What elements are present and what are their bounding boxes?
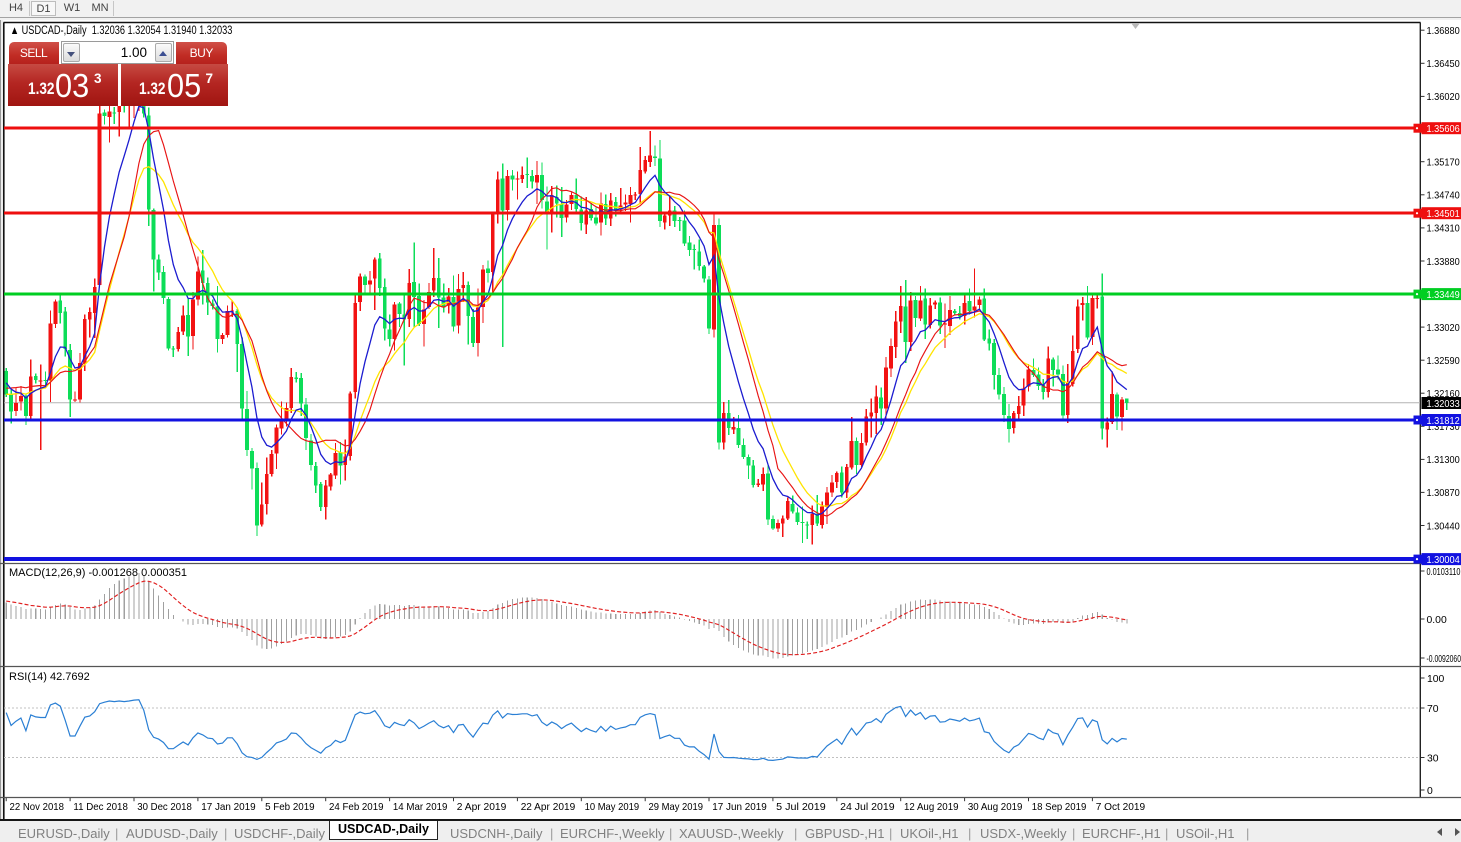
svg-text:10 May 2019: 10 May 2019 (585, 802, 640, 813)
svg-text:1.32033: 1.32033 (1427, 399, 1460, 410)
svg-text:1.36450: 1.36450 (1427, 59, 1460, 70)
svg-text:5 Jul 2019: 5 Jul 2019 (776, 802, 826, 813)
svg-text:1.32590: 1.32590 (1427, 356, 1460, 367)
svg-text:70: 70 (1427, 704, 1439, 715)
svg-text:22 Nov 2018: 22 Nov 2018 (10, 802, 65, 813)
svg-text:1.31812: 1.31812 (1427, 416, 1460, 427)
svg-text:0.0103110: 0.0103110 (1427, 567, 1461, 578)
svg-text:1.33020: 1.33020 (1427, 323, 1460, 334)
svg-text:24 Feb 2019: 24 Feb 2019 (329, 802, 384, 813)
svg-text:1.34501: 1.34501 (1427, 209, 1460, 220)
svg-text:17 Jan 2019: 17 Jan 2019 (201, 802, 256, 813)
svg-text:1.35606: 1.35606 (1427, 124, 1460, 135)
svg-text:RSI(14) 42.7692: RSI(14) 42.7692 (9, 671, 90, 683)
svg-text:1.33880: 1.33880 (1427, 257, 1460, 268)
svg-text:1.35170: 1.35170 (1427, 158, 1460, 169)
svg-text:2 Apr 2019: 2 Apr 2019 (457, 802, 507, 813)
svg-text:-0.0092060: -0.0092060 (1427, 654, 1461, 665)
svg-text:1.32160: 1.32160 (1427, 389, 1460, 400)
svg-text:1.36020: 1.36020 (1427, 92, 1460, 103)
svg-text:30: 30 (1427, 753, 1439, 764)
svg-text:18 Sep 2019: 18 Sep 2019 (1032, 802, 1087, 813)
svg-text:30 Dec 2018: 30 Dec 2018 (137, 802, 192, 813)
svg-text:1.33449: 1.33449 (1427, 290, 1460, 301)
svg-text:1.30870: 1.30870 (1427, 488, 1460, 499)
svg-text:7 Oct 2019: 7 Oct 2019 (1096, 802, 1146, 813)
svg-text:1.31730: 1.31730 (1427, 422, 1460, 433)
svg-text:22 Apr 2019: 22 Apr 2019 (521, 802, 576, 813)
svg-text:1.30004: 1.30004 (1427, 555, 1460, 566)
svg-text:0.00: 0.00 (1427, 615, 1447, 626)
svg-text:MACD(12,26,9) -0.001268 0.0003: MACD(12,26,9) -0.001268 0.000351 (9, 567, 187, 579)
svg-text:1.36880: 1.36880 (1427, 26, 1460, 37)
svg-text:12 Aug 2019: 12 Aug 2019 (904, 802, 959, 813)
svg-text:1.30440: 1.30440 (1427, 521, 1460, 532)
svg-text:17 Jun 2019: 17 Jun 2019 (712, 802, 767, 813)
svg-text:24 Jul 2019: 24 Jul 2019 (840, 802, 895, 813)
svg-text:1.34310: 1.34310 (1427, 224, 1460, 235)
svg-text:11 Dec 2018: 11 Dec 2018 (73, 802, 128, 813)
svg-text:5 Feb 2019: 5 Feb 2019 (265, 802, 315, 813)
svg-text:100: 100 (1427, 674, 1445, 685)
svg-text:1.31300: 1.31300 (1427, 455, 1460, 466)
svg-text:14 Mar 2019: 14 Mar 2019 (393, 802, 448, 813)
svg-text:30 Aug 2019: 30 Aug 2019 (968, 802, 1023, 813)
svg-text:29 May 2019: 29 May 2019 (649, 802, 704, 813)
svg-text:1.34740: 1.34740 (1427, 191, 1460, 202)
svg-text:0: 0 (1427, 786, 1433, 797)
